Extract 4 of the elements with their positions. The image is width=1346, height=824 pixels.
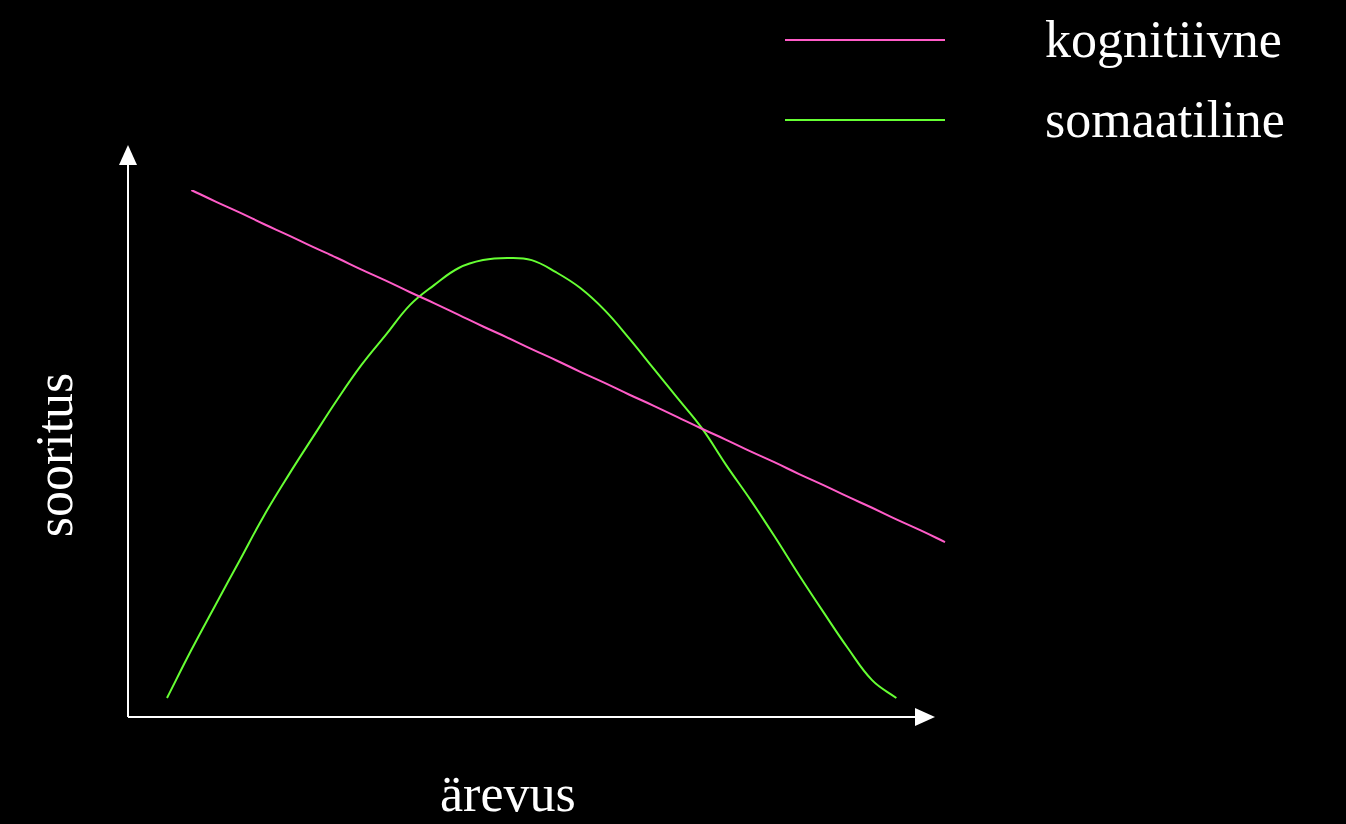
legend-label: kognitiivne [1045,11,1282,68]
y-axis-title: sooritus [26,372,83,538]
x-axis-title: ärevus [440,765,576,822]
legend-label: somaatiline [1045,91,1285,148]
